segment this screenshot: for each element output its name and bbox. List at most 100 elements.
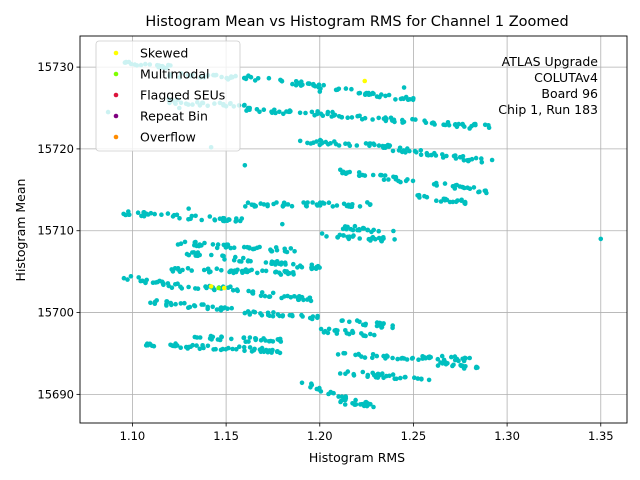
data-point [243,204,248,209]
data-point [308,141,314,146]
data-point [210,242,216,247]
data-point [243,269,248,274]
data-point [380,371,385,376]
data-point [204,285,209,291]
data-point [449,354,454,360]
data-point [305,140,310,146]
data-point [337,232,343,238]
data-point [273,260,278,265]
data-point [386,92,392,98]
data-point [442,181,448,186]
data-point [229,305,234,311]
data-point [309,109,315,115]
data-point [243,339,248,345]
legend-label: Multimodal [140,67,209,82]
data-point [320,200,326,205]
data-point [188,216,193,222]
data-point [279,78,284,84]
data-point [254,270,260,276]
highlighted-point [362,78,368,84]
data-point [173,282,178,287]
legend-label: Repeat Bin [140,109,208,124]
data-point [383,93,388,99]
data-point [192,334,198,340]
data-point [305,200,310,205]
data-point [241,255,246,261]
data-point [428,355,434,360]
data-point [210,304,215,310]
data-point [473,122,478,128]
data-point [343,328,348,333]
data-point [336,86,342,92]
data-point [342,224,348,229]
data-point [385,354,390,359]
data-point [467,186,473,191]
data-point [415,376,421,381]
data-point [372,332,377,338]
data-point [371,372,377,378]
data-point [310,200,315,205]
data-point [365,227,370,233]
data-point [473,155,479,161]
data-point [276,261,282,267]
data-point [318,111,324,117]
data-point [222,257,227,262]
data-point [368,202,373,207]
data-point [229,336,234,342]
data-point [309,381,314,387]
data-point [318,389,324,394]
data-point [376,228,382,234]
data-point [352,223,358,229]
data-point [379,236,384,241]
data-point [378,172,383,178]
data-point [305,81,311,86]
data-point [460,363,465,369]
data-point [393,97,398,102]
data-point [172,266,178,271]
data-point [317,89,323,94]
data-point [343,86,349,91]
data-point [383,145,388,150]
data-point [205,343,211,349]
data-point [357,319,362,325]
data-point [395,356,400,362]
data-point [329,114,335,119]
data-point [370,355,375,361]
data-point [178,241,184,246]
data-point [489,157,495,163]
data-point [416,357,421,363]
data-point [410,178,416,184]
annotation-line: ATLAS Upgrade [502,54,599,69]
data-point [208,269,213,275]
data-point [479,156,484,161]
data-point [392,237,397,242]
data-point [390,323,396,328]
data-point [459,198,464,203]
data-point [453,122,458,127]
data-point [360,322,366,328]
y-axis-label: Histogram Mean [13,179,28,282]
data-point [311,81,316,87]
data-point [440,152,445,157]
data-point [341,233,346,238]
data-point [370,352,376,357]
data-point [231,245,237,250]
data-point [309,316,315,322]
data-point [362,355,368,360]
data-point [401,356,407,361]
data-point [476,189,481,195]
data-point [337,371,343,376]
data-point [473,365,479,371]
data-point [283,262,288,267]
data-point [174,212,180,218]
x-axis-label: Histogram RMS [309,450,405,465]
data-point [486,123,491,128]
data-point [234,347,239,352]
data-point [301,297,306,303]
highlighted-point [208,284,214,289]
data-point [398,375,403,381]
data-point [273,245,279,250]
data-point [426,377,432,383]
data-point [418,152,424,158]
data-point [284,269,290,274]
